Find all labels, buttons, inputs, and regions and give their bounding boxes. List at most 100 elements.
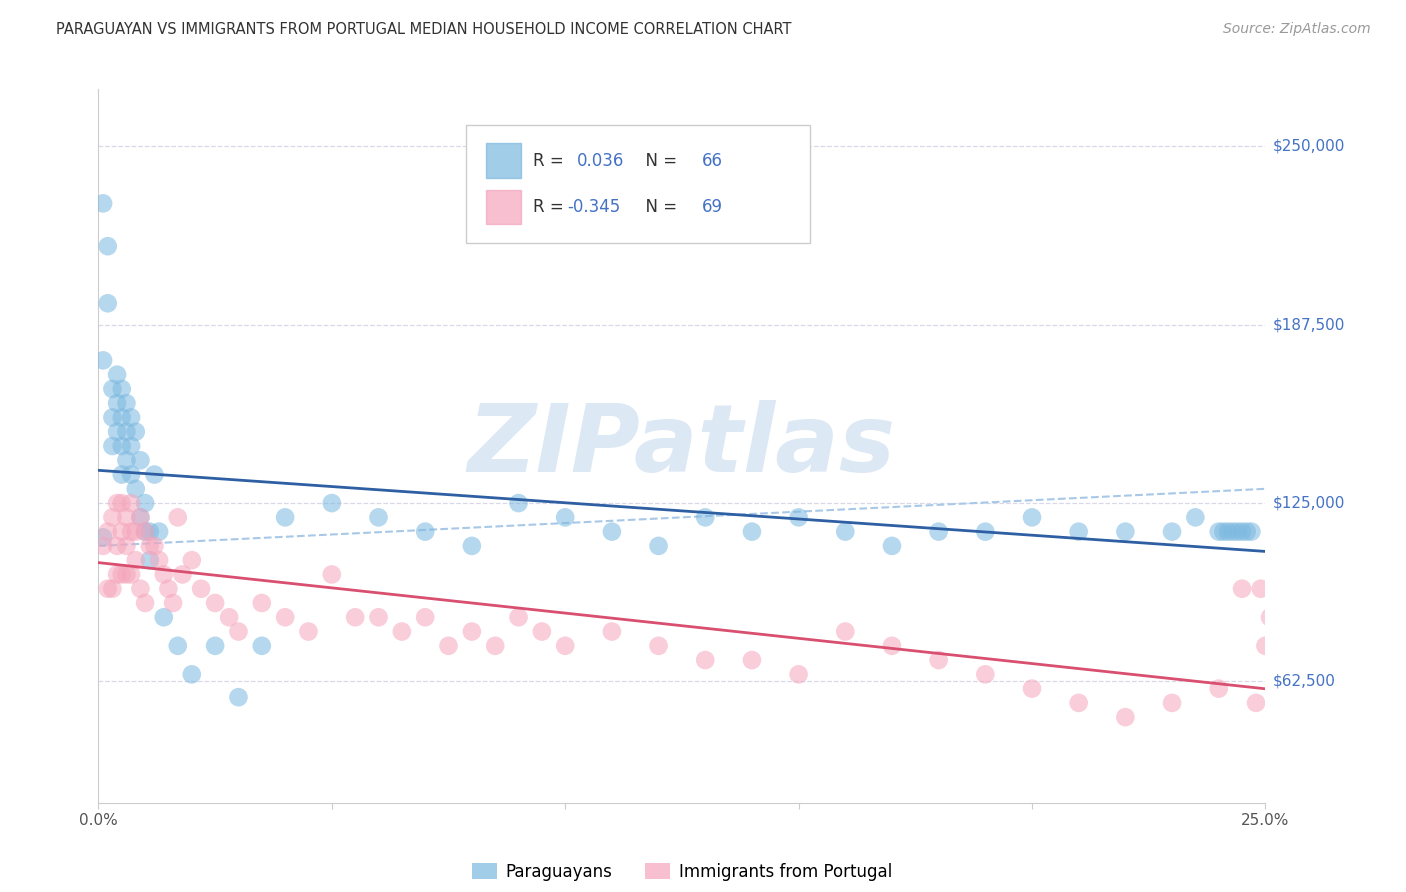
- Point: [1161, 524, 1184, 539]
- Point: [120, 524, 142, 539]
- Text: N =: N =: [636, 152, 682, 169]
- Point: [928, 524, 950, 539]
- Text: -0.345: -0.345: [568, 198, 621, 216]
- Point: [129, 453, 152, 467]
- Text: $62,500: $62,500: [1272, 674, 1336, 689]
- Point: [461, 539, 484, 553]
- Point: [139, 539, 162, 553]
- Point: [111, 496, 134, 510]
- Point: [228, 690, 250, 705]
- Point: [1161, 696, 1184, 710]
- Point: [974, 524, 997, 539]
- Point: [91, 539, 114, 553]
- Point: [1067, 696, 1090, 710]
- Point: [1021, 681, 1043, 696]
- Point: [1114, 710, 1136, 724]
- Point: [134, 596, 156, 610]
- Point: [125, 425, 148, 439]
- Point: [508, 496, 530, 510]
- Point: [1208, 524, 1230, 539]
- Point: [787, 510, 810, 524]
- Point: [105, 496, 128, 510]
- Point: [554, 639, 576, 653]
- Point: [162, 596, 184, 610]
- Point: [115, 510, 138, 524]
- Point: [1222, 524, 1244, 539]
- Point: [134, 496, 156, 510]
- Point: [461, 624, 484, 639]
- Point: [166, 639, 188, 653]
- Text: 69: 69: [702, 198, 723, 216]
- Point: [321, 567, 343, 582]
- Point: [115, 567, 138, 582]
- Point: [880, 639, 903, 653]
- Point: [1226, 524, 1249, 539]
- Point: [204, 596, 226, 610]
- Text: N =: N =: [636, 198, 682, 216]
- Point: [741, 524, 763, 539]
- Point: [974, 667, 997, 681]
- Point: [1254, 639, 1277, 653]
- Point: [1230, 582, 1253, 596]
- Point: [1021, 510, 1043, 524]
- Point: [111, 439, 134, 453]
- Point: [105, 396, 128, 410]
- Text: R =: R =: [533, 152, 568, 169]
- Point: [413, 524, 436, 539]
- Point: [166, 510, 188, 524]
- Point: [134, 524, 156, 539]
- Point: [91, 530, 114, 544]
- Point: [115, 539, 138, 553]
- FancyBboxPatch shape: [465, 125, 810, 243]
- Text: $125,000: $125,000: [1272, 496, 1344, 510]
- Point: [91, 196, 114, 211]
- FancyBboxPatch shape: [486, 190, 520, 224]
- Point: [97, 239, 120, 253]
- Point: [125, 482, 148, 496]
- Point: [647, 539, 669, 553]
- Point: [111, 410, 134, 425]
- Point: [1114, 524, 1136, 539]
- Point: [1240, 524, 1263, 539]
- Point: [1208, 681, 1230, 696]
- Point: [880, 539, 903, 553]
- Point: [274, 610, 297, 624]
- Point: [129, 510, 152, 524]
- Point: [105, 425, 128, 439]
- Point: [105, 368, 128, 382]
- Point: [105, 539, 128, 553]
- Point: [250, 639, 273, 653]
- Point: [120, 567, 142, 582]
- Point: [139, 553, 162, 567]
- Point: [97, 582, 120, 596]
- Point: [741, 653, 763, 667]
- Point: [367, 510, 389, 524]
- Text: Source: ZipAtlas.com: Source: ZipAtlas.com: [1223, 22, 1371, 37]
- Point: [484, 639, 506, 653]
- Point: [274, 510, 297, 524]
- Point: [143, 467, 166, 482]
- Point: [111, 567, 134, 582]
- Point: [148, 524, 170, 539]
- Point: [139, 524, 162, 539]
- Point: [115, 396, 138, 410]
- Point: [391, 624, 413, 639]
- Point: [91, 353, 114, 368]
- Point: [115, 425, 138, 439]
- Point: [1212, 524, 1234, 539]
- Text: PARAGUAYAN VS IMMIGRANTS FROM PORTUGAL MEDIAN HOUSEHOLD INCOME CORRELATION CHART: PARAGUAYAN VS IMMIGRANTS FROM PORTUGAL M…: [56, 22, 792, 37]
- Point: [1250, 582, 1272, 596]
- Text: 0.036: 0.036: [576, 152, 624, 169]
- Point: [101, 439, 124, 453]
- Point: [600, 624, 623, 639]
- Point: [344, 610, 367, 624]
- Point: [111, 382, 134, 396]
- Text: $187,500: $187,500: [1272, 318, 1344, 332]
- Point: [148, 553, 170, 567]
- Point: [297, 624, 319, 639]
- Point: [180, 667, 202, 681]
- Point: [218, 610, 240, 624]
- Point: [367, 610, 389, 624]
- Point: [834, 524, 856, 539]
- Point: [647, 639, 669, 653]
